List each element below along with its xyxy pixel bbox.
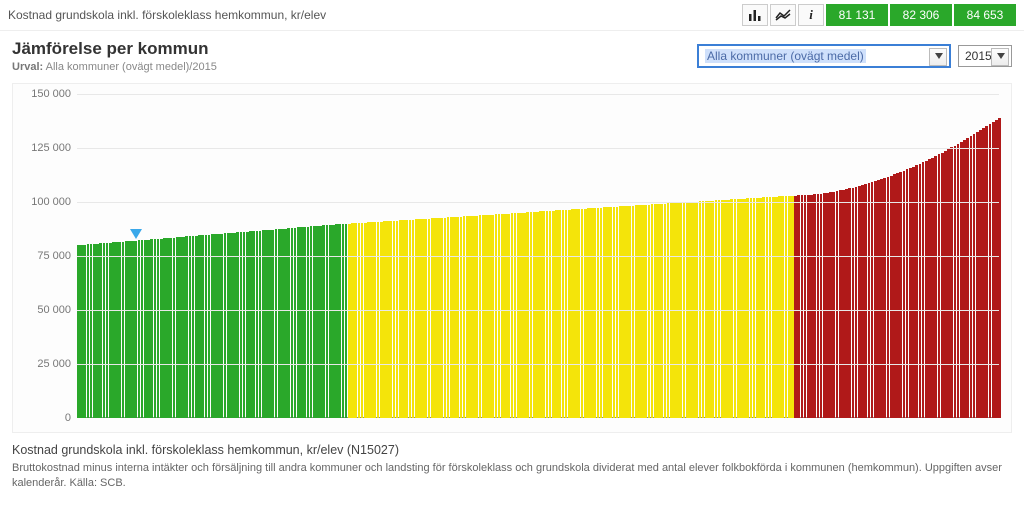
stat-value[interactable]: 84 653	[954, 4, 1016, 26]
y-tick-label: 50 000	[21, 304, 71, 316]
description-body: Bruttokostnad minus interna intäkter och…	[12, 461, 1012, 491]
grid-line	[77, 202, 999, 203]
plot-area: 025 00050 00075 000100 000125 000150 000	[77, 94, 999, 418]
info-icon[interactable]: i	[798, 4, 824, 26]
chart-selection: Urval: Alla kommuner (ovägt medel)/2015	[12, 61, 698, 73]
y-tick-label: 25 000	[21, 358, 71, 370]
bar-chart-icon[interactable]	[742, 4, 768, 26]
header-bar: Kostnad grundskola inkl. förskoleklass h…	[0, 0, 1024, 31]
chevron-down-icon	[997, 53, 1005, 59]
y-tick-label: 150 000	[21, 88, 71, 100]
chevron-down-icon	[935, 53, 943, 59]
region-select[interactable]: Alla kommuner (ovägt medel)	[698, 45, 950, 67]
indicator-title: Kostnad grundskola inkl. förskoleklass h…	[4, 8, 326, 22]
description-title: Kostnad grundskola inkl. förskoleklass h…	[12, 443, 1012, 457]
year-select[interactable]: 2015	[958, 45, 1012, 67]
chart-title: Jämförelse per kommun	[12, 39, 698, 59]
grid-line	[77, 310, 999, 311]
header-tools: i 81 13182 30684 653	[742, 4, 1016, 26]
chart-container: 0 25 000 50 000 75 000 100 000 125 000 150 000	[12, 83, 1012, 433]
bar[interactable]	[998, 118, 1001, 418]
grid-line	[77, 364, 999, 365]
controls-row: Jämförelse per kommun Urval: Alla kommun…	[0, 31, 1024, 73]
stat-value[interactable]: 82 306	[890, 4, 952, 26]
y-tick-label: 125 000	[21, 142, 71, 154]
stat-value[interactable]: 81 131	[826, 4, 888, 26]
y-tick-label: 75 000	[21, 250, 71, 262]
line-chart-icon[interactable]	[770, 4, 796, 26]
grid-line	[77, 94, 999, 95]
grid-line	[77, 148, 999, 149]
y-tick-label: 100 000	[21, 196, 71, 208]
grid-line	[77, 256, 999, 257]
description-block: Kostnad grundskola inkl. förskoleklass h…	[0, 433, 1024, 491]
y-tick-label: 0	[21, 412, 71, 424]
selected-marker-icon	[130, 229, 142, 239]
